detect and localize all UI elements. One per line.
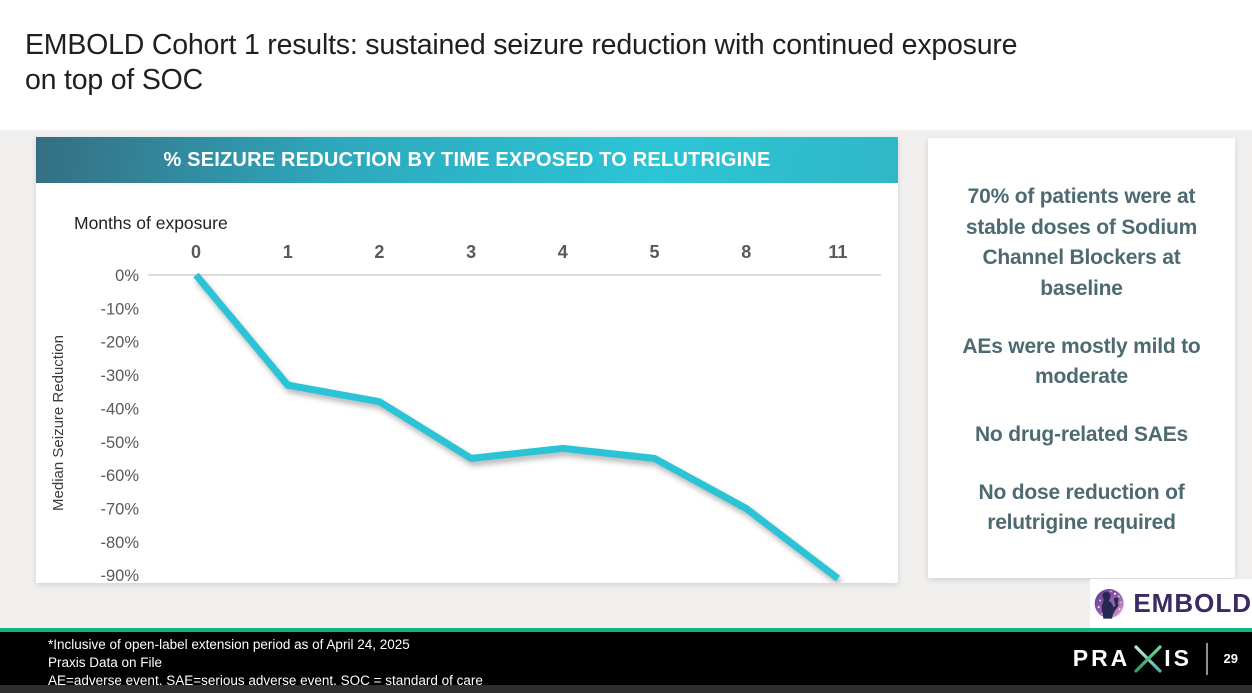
chart-title-bar: % SEIZURE REDUCTION BY TIME EXPOSED TO R… xyxy=(36,137,898,183)
svg-text:-50%: -50% xyxy=(100,434,139,452)
svg-text:5: 5 xyxy=(649,242,659,262)
praxis-text-right: IS xyxy=(1164,645,1193,671)
seizure-reduction-line-chart: Months of exposure Median Seizure Reduct… xyxy=(50,213,881,583)
footnote-abbreviations: AE=adverse event, SAE=serious adverse ev… xyxy=(48,673,483,689)
svg-text:0%: 0% xyxy=(115,267,139,285)
embold-logo: EMBOLD xyxy=(1090,579,1252,628)
svg-text:4: 4 xyxy=(558,242,568,262)
svg-text:-20%: -20% xyxy=(100,334,139,352)
svg-text:0: 0 xyxy=(191,242,201,262)
footnotes: *Inclusive of open-label extension perio… xyxy=(48,636,483,690)
footnote-data-on-file: Praxis Data on File xyxy=(48,655,163,671)
chart-title: % SEIZURE REDUCTION BY TIME EXPOSED TO R… xyxy=(163,148,771,171)
footnote-extension-period: *Inclusive of open-label extension perio… xyxy=(48,637,410,652)
embold-wordmark: EMBOLD xyxy=(1133,588,1252,618)
svg-text:2: 2 xyxy=(374,242,384,262)
praxis-logo-block: PRA IS 29 xyxy=(1073,642,1238,675)
page-number: 29 xyxy=(1223,651,1238,666)
svg-text:8: 8 xyxy=(741,242,751,262)
x-axis-title: Months of exposure xyxy=(74,213,228,233)
praxis-page-divider xyxy=(1206,642,1208,675)
finding-no-dose-reduction: No dose reduction of relutrigine require… xyxy=(978,480,1185,535)
praxis-x-icon xyxy=(1134,644,1162,673)
seizure-reduction-chart-card: % SEIZURE REDUCTION BY TIME EXPOSED TO R… xyxy=(36,137,898,583)
finding-stable-doses: 70% of patients were at stable doses of … xyxy=(965,185,1198,300)
svg-text:-10%: -10% xyxy=(100,300,139,318)
svg-text:1: 1 xyxy=(283,242,293,262)
key-findings-panel: 70% of patients were at stable doses of … xyxy=(928,138,1235,578)
footer-bar: *Inclusive of open-label extension perio… xyxy=(0,632,1252,688)
y-axis-title: Median Seizure Reduction xyxy=(50,335,67,511)
slide-title-line2: on top of SOC xyxy=(25,63,204,96)
bottom-strip xyxy=(0,685,1252,693)
svg-text:-90%: -90% xyxy=(100,567,139,583)
footer-accent-line xyxy=(0,628,1252,632)
svg-text:-30%: -30% xyxy=(100,367,139,385)
finding-no-saes: No drug-related SAEs xyxy=(974,422,1189,446)
svg-text:-40%: -40% xyxy=(100,400,139,418)
data-line-series xyxy=(193,272,841,582)
slide-title-line1: EMBOLD Cohort 1 results: sustained seizu… xyxy=(25,29,1018,61)
seizure-reduction-line xyxy=(193,272,841,582)
finding-aes-mild: AEs were mostly mild to moderate xyxy=(962,334,1201,389)
praxis-wordmark: PRA IS xyxy=(1073,644,1192,674)
svg-text:-80%: -80% xyxy=(100,534,139,552)
svg-text:11: 11 xyxy=(828,242,847,262)
x-tick-labels: 0 1 2 3 4 5 8 11 xyxy=(191,242,847,262)
svg-text:-70%: -70% xyxy=(100,500,139,518)
slide-title: EMBOLD Cohort 1 results: sustained seizu… xyxy=(25,28,1205,98)
svg-text:3: 3 xyxy=(466,242,476,262)
chart-plot-area: Months of exposure Median Seizure Reduct… xyxy=(36,183,898,583)
svg-text:-60%: -60% xyxy=(100,467,139,485)
embold-parent-child-icon xyxy=(1094,589,1124,619)
praxis-text-left: PRA xyxy=(1072,645,1131,671)
y-tick-labels: 0% -10% -20% -30% -40% -50% -60% -70% -80% -90% xyxy=(100,267,139,583)
